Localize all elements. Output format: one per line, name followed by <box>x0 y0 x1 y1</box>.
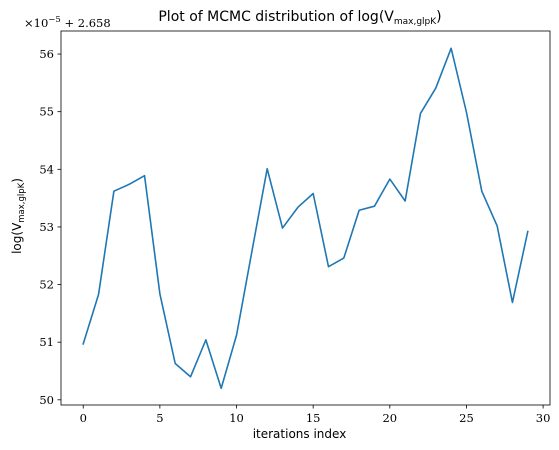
y-tick-label: 51 <box>39 335 54 349</box>
chart-title-suffix: ) <box>436 9 441 25</box>
y-tick-label: 56 <box>39 47 54 61</box>
chart-title-text: Plot of MCMC distribution of log(V <box>158 9 394 25</box>
y-axis-offset-text: ×10−5 + 2.658 <box>24 15 111 30</box>
x-tick-label: 15 <box>306 411 321 425</box>
x-tick-label: 25 <box>459 411 474 425</box>
chart-title-subscript: max,glpK <box>394 17 437 27</box>
y-axis-label-text: log(V <box>10 222 24 254</box>
x-axis-label: iterations index <box>253 427 347 441</box>
axes-border <box>60 30 551 406</box>
y-axis-label-subscript: max,glpK <box>17 182 27 222</box>
chart-title: Plot of MCMC distribution of log(Vmax,gl… <box>158 9 441 27</box>
x-tick-label: 5 <box>156 411 163 425</box>
y-tick-label: 54 <box>39 162 54 176</box>
x-tick-label: 30 <box>536 411 551 425</box>
x-tick-label: 10 <box>229 411 244 425</box>
y-tick-label: 53 <box>39 220 54 234</box>
offset-exponent: −5 <box>48 15 61 25</box>
offset-multiplier: ×10 <box>24 16 48 30</box>
series-layer <box>82 47 529 390</box>
y-tick-label: 50 <box>39 393 54 407</box>
x-tick-label: 0 <box>80 411 87 425</box>
y-axis-label: log(Vmax,glpK) <box>10 178 27 254</box>
y-axis-label-suffix: ) <box>10 178 24 183</box>
x-tick-label: 20 <box>382 411 397 425</box>
x-axis-ticks: 0 5 10 15 20 25 30 <box>80 405 551 425</box>
y-axis-ticks: 50 51 52 53 54 55 56 <box>39 47 61 407</box>
offset-addend: + 2.658 <box>61 16 111 30</box>
series-line-0 <box>82 47 529 390</box>
y-tick-label: 52 <box>39 278 54 292</box>
y-tick-label: 55 <box>39 105 54 119</box>
axes-frame <box>60 30 551 406</box>
